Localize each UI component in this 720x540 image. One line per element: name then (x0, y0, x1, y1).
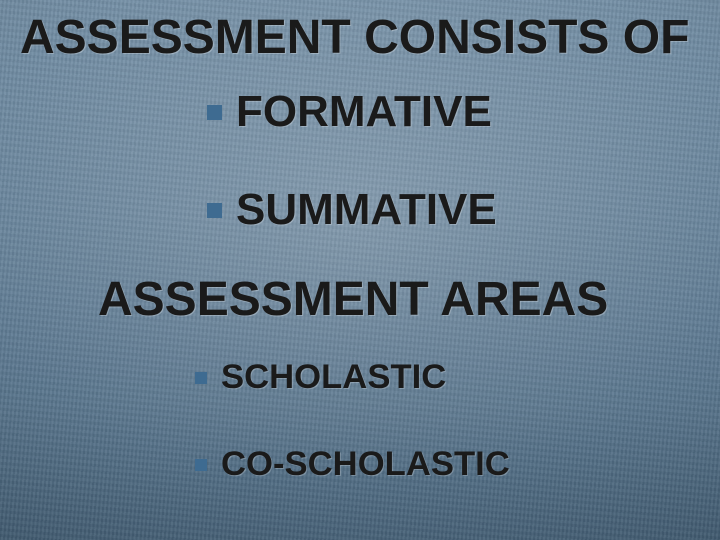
heading-assessment-consists-of: ASSESSMENT CONSISTS OF (20, 10, 689, 65)
bullet-text: SUMMATIVE (236, 185, 497, 235)
bullet-row-coscholastic: CO-SCHOLASTIC (195, 445, 510, 484)
bullet-text: CO-SCHOLASTIC (221, 445, 510, 484)
square-bullet-icon (207, 203, 222, 218)
bullet-row-scholastic: SCHOLASTIC (195, 358, 446, 397)
bullet-row-summative: SUMMATIVE (207, 185, 497, 235)
bullet-text: SCHOLASTIC (221, 358, 446, 397)
slide: ASSESSMENT CONSISTS OF FORMATIVE SUMMATI… (0, 0, 720, 540)
square-bullet-icon (195, 459, 207, 471)
square-bullet-icon (195, 372, 207, 384)
heading-assessment-areas: ASSESSMENT AREAS (98, 272, 608, 327)
square-bullet-icon (207, 105, 222, 120)
bullet-row-formative: FORMATIVE (207, 87, 492, 137)
bullet-text: FORMATIVE (236, 87, 492, 137)
